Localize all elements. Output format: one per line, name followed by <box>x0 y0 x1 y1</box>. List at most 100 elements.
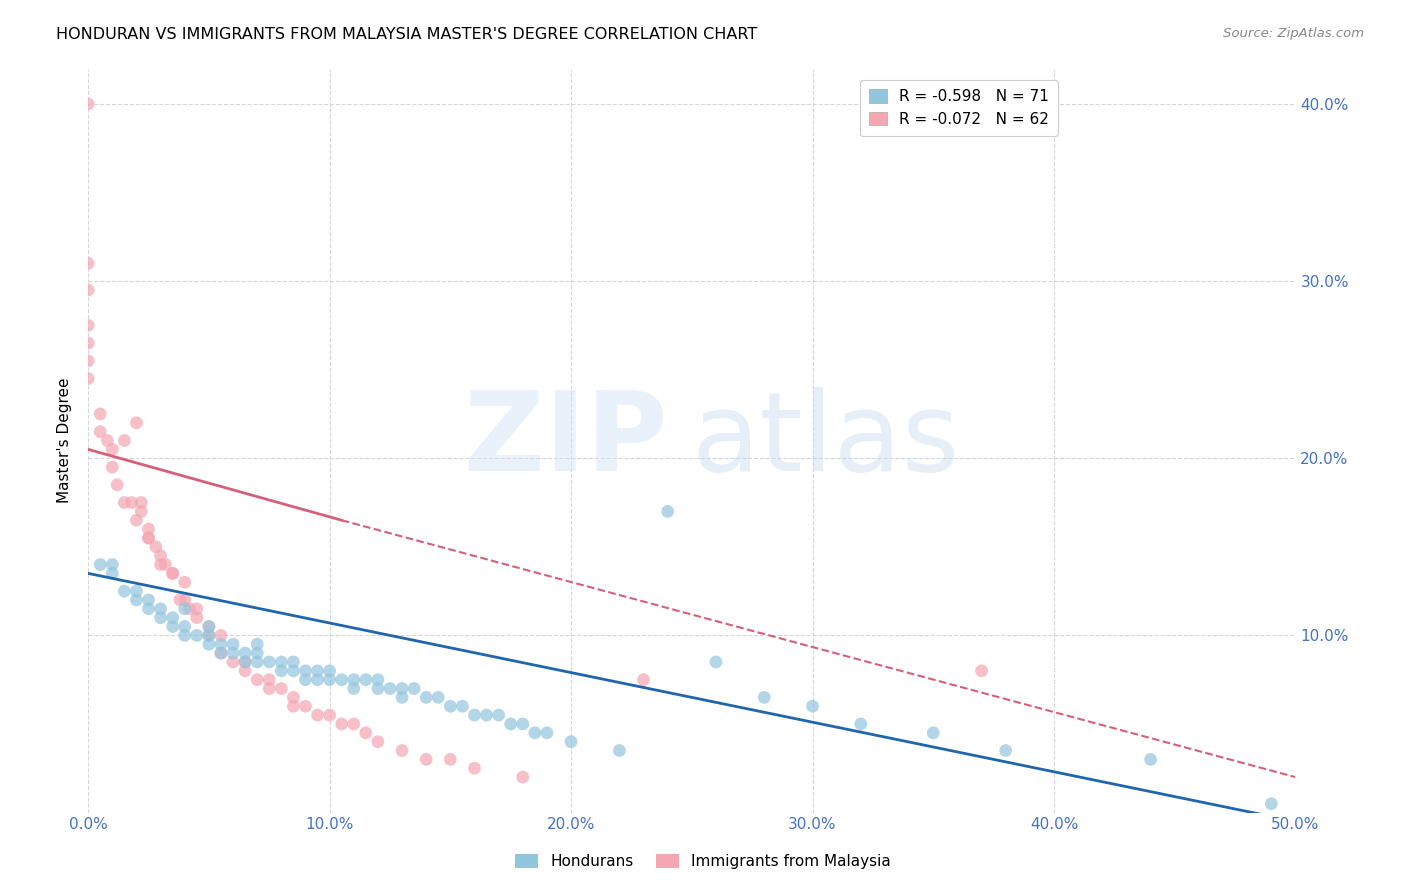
Point <box>1139 752 1161 766</box>
Point <box>198 628 221 642</box>
Point <box>257 655 280 669</box>
Point <box>138 531 160 545</box>
Point <box>294 664 316 678</box>
Point <box>488 708 510 723</box>
Point <box>270 681 292 696</box>
Point <box>318 708 340 723</box>
Point <box>77 256 100 270</box>
Point <box>994 743 1017 757</box>
Point <box>343 681 366 696</box>
Point <box>233 646 256 660</box>
Point <box>101 460 124 475</box>
Point <box>222 646 245 660</box>
Point <box>125 416 148 430</box>
Point <box>149 549 172 563</box>
Y-axis label: Master's Degree: Master's Degree <box>58 378 72 503</box>
Point <box>246 637 269 651</box>
Legend: R = -0.598   N = 71, R = -0.072   N = 62: R = -0.598 N = 71, R = -0.072 N = 62 <box>859 80 1059 136</box>
Point <box>162 566 184 581</box>
Point <box>125 513 148 527</box>
Point <box>391 690 413 705</box>
Point <box>246 655 269 669</box>
Point <box>354 726 377 740</box>
Point <box>173 602 195 616</box>
Point <box>512 717 534 731</box>
Point <box>112 434 135 448</box>
Point <box>283 690 305 705</box>
Point <box>1260 797 1282 811</box>
Point <box>198 619 221 633</box>
Point <box>283 664 305 678</box>
Point <box>162 610 184 624</box>
Text: atlas: atlas <box>692 387 960 494</box>
Point <box>101 558 124 572</box>
Point <box>155 558 177 572</box>
Point <box>77 318 100 333</box>
Point <box>257 681 280 696</box>
Point <box>77 336 100 351</box>
Point <box>77 283 100 297</box>
Point <box>391 743 413 757</box>
Point <box>849 717 872 731</box>
Point <box>198 619 221 633</box>
Point <box>186 602 208 616</box>
Point <box>391 681 413 696</box>
Point <box>318 673 340 687</box>
Point <box>162 619 184 633</box>
Point <box>222 655 245 669</box>
Point <box>475 708 498 723</box>
Point <box>121 495 143 509</box>
Point <box>657 504 679 518</box>
Point <box>149 602 172 616</box>
Point <box>463 708 485 723</box>
Point <box>512 770 534 784</box>
Point <box>125 593 148 607</box>
Point <box>609 743 631 757</box>
Point <box>233 664 256 678</box>
Legend: Hondurans, Immigrants from Malaysia: Hondurans, Immigrants from Malaysia <box>509 848 897 875</box>
Point <box>101 442 124 457</box>
Point <box>198 637 221 651</box>
Point <box>77 353 100 368</box>
Point <box>307 673 329 687</box>
Point <box>801 699 824 714</box>
Point <box>270 664 292 678</box>
Text: Source: ZipAtlas.com: Source: ZipAtlas.com <box>1223 27 1364 40</box>
Point <box>283 699 305 714</box>
Point <box>427 690 450 705</box>
Text: ZIP: ZIP <box>464 387 668 494</box>
Point <box>257 673 280 687</box>
Point <box>138 593 160 607</box>
Point <box>162 566 184 581</box>
Point <box>754 690 776 705</box>
Point <box>89 558 111 572</box>
Point <box>354 673 377 687</box>
Point <box>246 646 269 660</box>
Text: HONDURAN VS IMMIGRANTS FROM MALAYSIA MASTER'S DEGREE CORRELATION CHART: HONDURAN VS IMMIGRANTS FROM MALAYSIA MAS… <box>56 27 758 42</box>
Point <box>209 646 232 660</box>
Point <box>307 708 329 723</box>
Point <box>367 734 389 748</box>
Point <box>330 717 353 731</box>
Point <box>186 628 208 642</box>
Point <box>343 673 366 687</box>
Point <box>173 593 195 607</box>
Point <box>367 681 389 696</box>
Point <box>560 734 582 748</box>
Point <box>101 566 124 581</box>
Point <box>173 628 195 642</box>
Point <box>233 655 256 669</box>
Point <box>77 97 100 112</box>
Point <box>209 628 232 642</box>
Point <box>499 717 522 731</box>
Point <box>125 584 148 599</box>
Point <box>105 478 128 492</box>
Point <box>233 655 256 669</box>
Point <box>169 593 191 607</box>
Point <box>633 673 655 687</box>
Point <box>129 504 152 518</box>
Point <box>270 655 292 669</box>
Point <box>77 371 100 385</box>
Point <box>209 646 232 660</box>
Point <box>149 610 172 624</box>
